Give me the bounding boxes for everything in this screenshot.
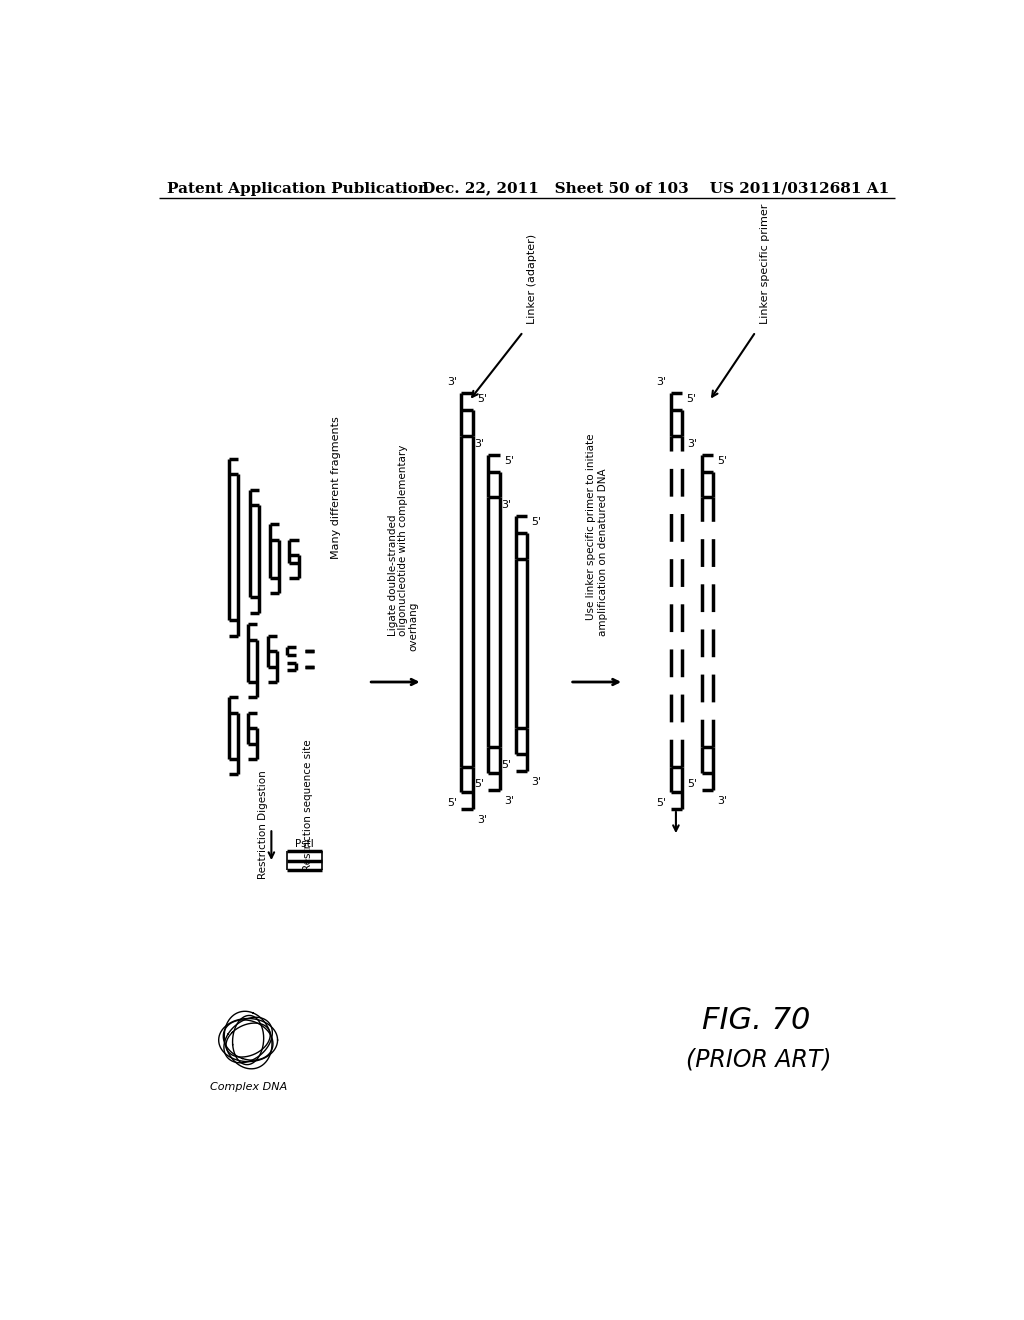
Text: (PRIOR ART): (PRIOR ART)	[686, 1047, 831, 1072]
Text: Many different fragments: Many different fragments	[331, 416, 341, 558]
Text: amplification on denatured DNA: amplification on denatured DNA	[598, 469, 608, 636]
Text: Ligate double-stranded: Ligate double-stranded	[388, 515, 398, 636]
Text: 5': 5'	[502, 760, 512, 770]
Text: Linker (adapter): Linker (adapter)	[527, 234, 538, 323]
Text: Restriction sequence site: Restriction sequence site	[303, 739, 312, 871]
Text: 3': 3'	[504, 796, 514, 807]
Text: 3': 3'	[656, 378, 667, 387]
Text: 3': 3'	[477, 816, 486, 825]
Text: 3': 3'	[717, 796, 727, 807]
Text: 3': 3'	[474, 438, 484, 449]
Text: 5': 5'	[477, 395, 486, 404]
Text: 3': 3'	[447, 378, 458, 387]
Text: Patent Application Publication: Patent Application Publication	[167, 182, 429, 195]
Text: 3': 3'	[531, 776, 541, 787]
Text: 5': 5'	[656, 799, 667, 808]
Text: 5': 5'	[447, 799, 458, 808]
Text: 5': 5'	[474, 779, 484, 789]
Text: Complex DNA: Complex DNA	[210, 1082, 287, 1093]
Text: Restriction Digestion: Restriction Digestion	[257, 770, 267, 879]
Text: FIG. 70: FIG. 70	[701, 1006, 810, 1035]
Text: overhang: overhang	[409, 602, 418, 651]
Text: PstI: PstI	[295, 838, 313, 849]
Text: oligonucleotide with complementary: oligonucleotide with complementary	[398, 445, 409, 636]
Text: Linker specific primer: Linker specific primer	[760, 203, 770, 323]
Text: 5': 5'	[531, 517, 541, 527]
Text: 3': 3'	[687, 438, 697, 449]
Text: 5': 5'	[717, 455, 727, 466]
Text: 5': 5'	[504, 455, 514, 466]
Text: 3': 3'	[502, 500, 512, 511]
Text: 5': 5'	[687, 779, 697, 789]
Text: Dec. 22, 2011   Sheet 50 of 103    US 2011/0312681 A1: Dec. 22, 2011 Sheet 50 of 103 US 2011/03…	[423, 182, 890, 195]
Text: Use linker specific primer to initiate: Use linker specific primer to initiate	[587, 434, 596, 620]
Text: 5': 5'	[686, 395, 696, 404]
